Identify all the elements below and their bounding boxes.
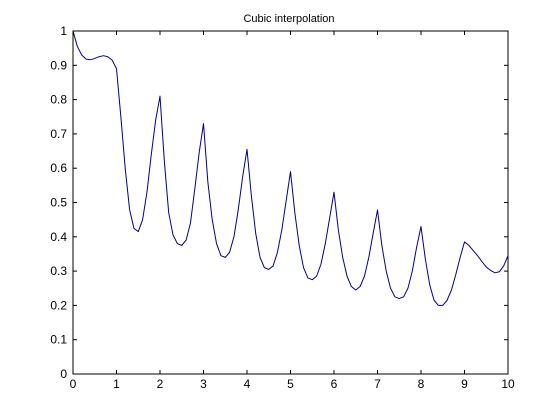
x-tick-label: 7: [374, 377, 381, 391]
y-tick-label: 0.2: [50, 298, 67, 312]
plot-background: [73, 31, 508, 374]
x-tick-label: 4: [244, 377, 251, 391]
y-tick-label: 0: [60, 367, 67, 381]
y-tick-label: 0.8: [50, 93, 67, 107]
y-tick-label: 0.1: [50, 333, 67, 347]
x-tick-label: 9: [461, 377, 468, 391]
y-tick-label: 0.6: [50, 161, 67, 175]
x-tick-label: 6: [331, 377, 338, 391]
y-tick-label: 0.9: [50, 58, 67, 72]
y-tick-label: 0.3: [50, 264, 67, 278]
chart-title: Cubic interpolation: [243, 13, 334, 25]
x-tick-label: 0: [70, 377, 77, 391]
x-tick-label: 3: [200, 377, 207, 391]
series-line-0: [72, 30, 509, 306]
x-tick-label: 5: [287, 377, 294, 391]
y-tick-label: 0.4: [50, 230, 67, 244]
plot-area: 0 1 2 3 4 5 6 7 8 9 10 0 0.1 0.2 0.3 0.4 0.5 0.6 0.7 0.8 0.9…: [50, 24, 515, 391]
x-tick-label: 10: [501, 377, 515, 391]
x-tick-label: 2: [157, 377, 164, 391]
x-tick-label: 8: [418, 377, 425, 391]
y-tick-label: 1: [60, 24, 67, 38]
x-tick-label: 1: [113, 377, 120, 391]
y-tick-label: 0.7: [50, 127, 67, 141]
y-tick-label: 0.5: [50, 196, 67, 210]
